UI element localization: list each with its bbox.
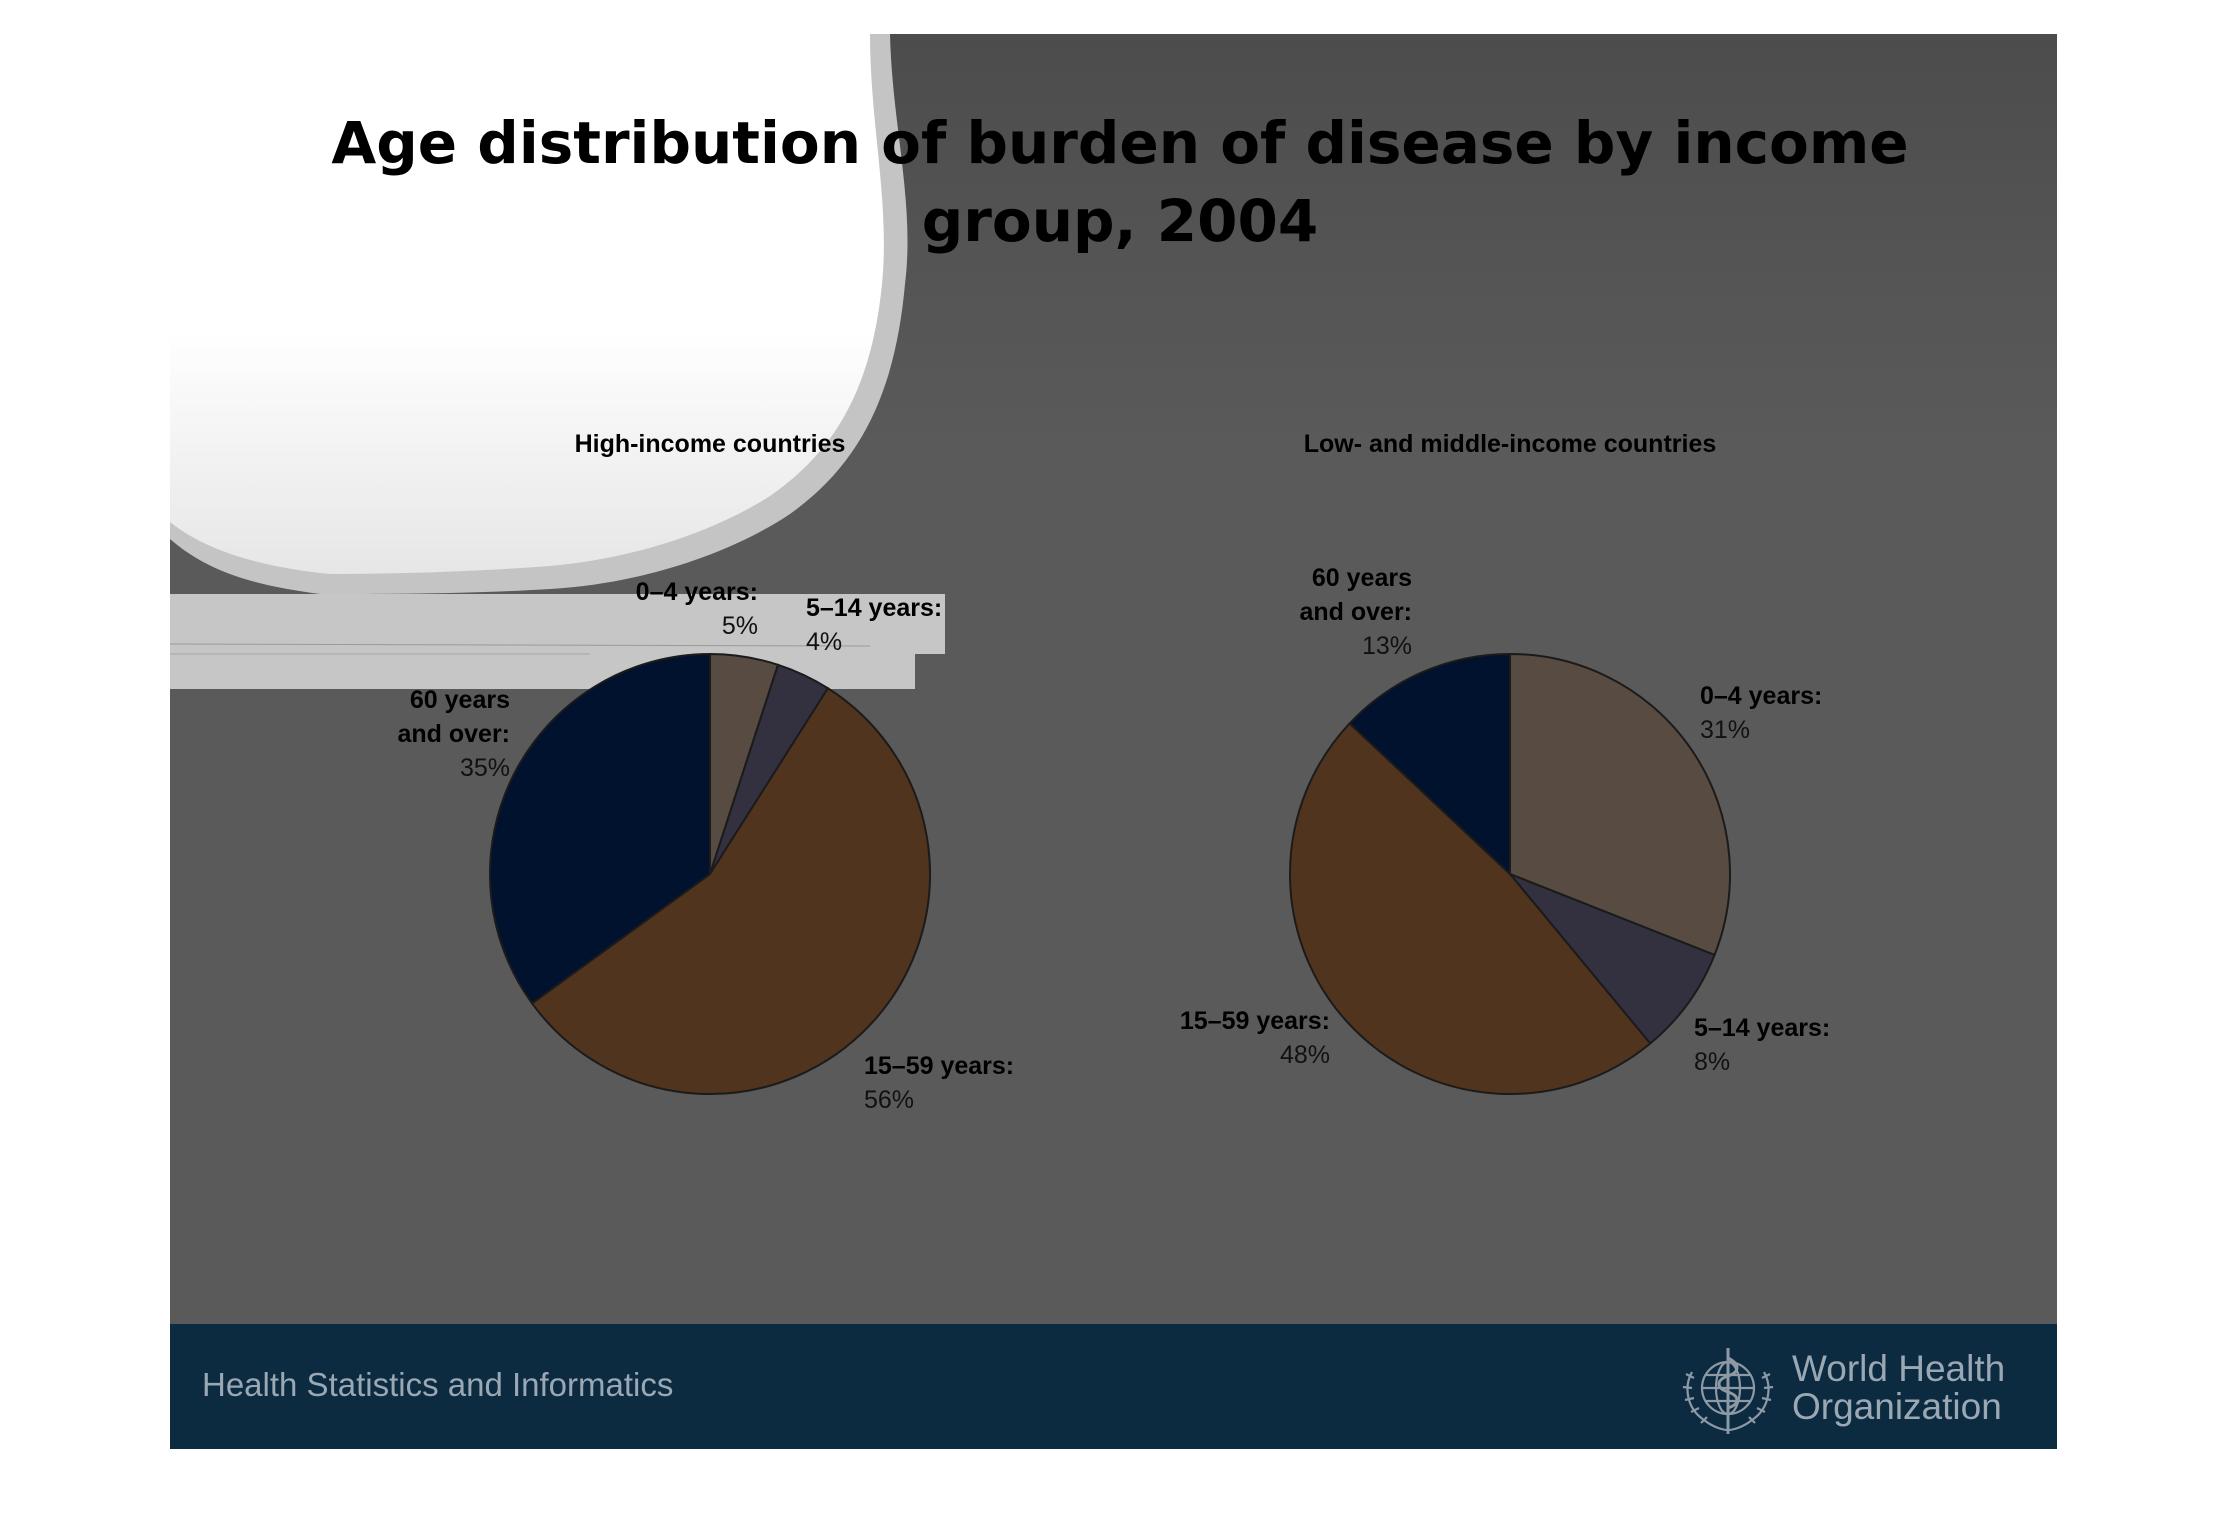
slice-value-60+: 35% — [460, 754, 510, 782]
slice-label-15-59: 15–59 years: — [1180, 1007, 1330, 1035]
pie-title: High-income countries — [575, 430, 846, 458]
pie-title: Low- and middle-income countries — [1304, 430, 1717, 458]
slice-label-0-4: 0–4 years: — [1700, 682, 1822, 710]
organization-name-line2: Organization — [1792, 1386, 2002, 1427]
slide: Age distribution of burden of disease by… — [170, 34, 2057, 1449]
pie-slice-60+ — [489, 652, 711, 1005]
footer-bar: Health Statistics and Informatics — [170, 1324, 2057, 1449]
organization-name: World Health Organization — [1792, 1350, 2005, 1426]
slice-label-60+: 60 years and over: — [1299, 564, 1412, 626]
slice-label-5-14: 5–14 years: — [806, 594, 942, 622]
slice-value-5-14: 8% — [1694, 1048, 1730, 1076]
slice-value-0-4: 31% — [1700, 716, 1750, 744]
decorative-cloud-shape — [170, 34, 945, 689]
pie-chart-1: High-income countries 0–4 years: 5% 5–14 ye… — [397, 430, 1014, 1114]
page-title: Age distribution of burden of disease by… — [331, 109, 1909, 255]
who-logo: World Health Organization — [1670, 1342, 2030, 1438]
slice-label-0-4: 0–4 years: — [636, 578, 758, 606]
who-emblem-icon — [1682, 1348, 1774, 1434]
pie-slice-0-4 — [1509, 652, 1731, 957]
slice-value-0-4: 5% — [722, 612, 758, 640]
slice-value-5-14: 4% — [806, 628, 842, 656]
slice-value-15-59: 56% — [864, 1086, 914, 1114]
slice-value-15-59: 48% — [1280, 1041, 1330, 1069]
slice-value-60+: 13% — [1362, 632, 1412, 660]
pie-slice-5-14 — [1509, 873, 1716, 1045]
footer-text: Health Statistics and Informatics — [202, 1366, 674, 1403]
pie-slice-15-59 — [1289, 721, 1652, 1095]
pie-slice-15-59 — [530, 686, 931, 1095]
slice-label-15-59: 15–59 years: — [864, 1052, 1014, 1080]
pie-slice-60+ — [1348, 652, 1511, 877]
pie-chart-2: Low- and middle-income countries 0–4 year… — [1180, 430, 1830, 1095]
slice-label-60+: 60 years and over: — [397, 686, 510, 748]
pie-charts: High-income countries 0–4 years: 5% 5–14 ye… — [397, 430, 1830, 1114]
slice-label-5-14: 5–14 years: — [1694, 1014, 1830, 1042]
organization-name-line1: World Health — [1792, 1348, 2006, 1389]
